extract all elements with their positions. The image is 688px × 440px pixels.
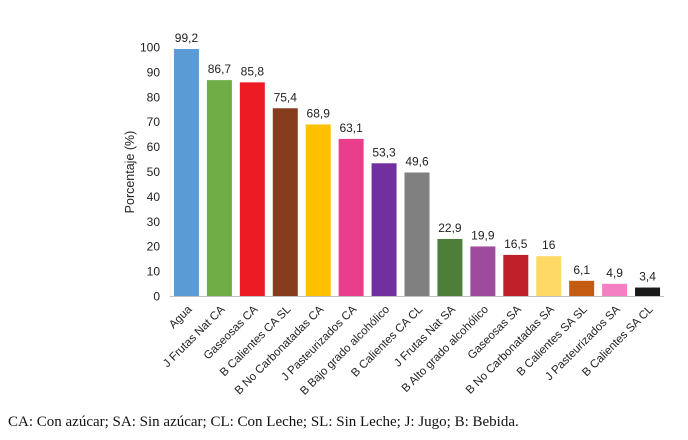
y-tick-label: 100 — [140, 41, 160, 55]
y-tick-label: 70 — [147, 115, 161, 129]
y-tick-label: 30 — [147, 215, 161, 229]
bar — [173, 48, 199, 296]
y-tick-label: 50 — [147, 165, 161, 179]
bar — [206, 80, 232, 296]
x-tick-label: Agua — [167, 303, 195, 331]
bar — [635, 287, 661, 296]
bar — [338, 138, 364, 296]
value-label: 68,9 — [307, 106, 331, 120]
value-label: 3,4 — [639, 270, 656, 284]
y-tick-label: 90 — [147, 65, 161, 79]
value-label: 22,9 — [438, 221, 462, 235]
value-labels: 99,2 86,7 85,8 75,4 68,9 63,1 53,3 49,6 22,9 19,9… — [175, 31, 656, 284]
footnote: CA: Con azúcar; SA: Sin azúcar; CL: Con … — [8, 414, 519, 430]
y-tick-label: 80 — [147, 90, 161, 104]
bar — [272, 108, 298, 296]
bar — [371, 163, 397, 296]
value-label: 86,7 — [208, 62, 232, 76]
y-tick-label: 0 — [153, 290, 160, 304]
value-label: 99,2 — [175, 31, 199, 45]
bar — [470, 246, 496, 296]
value-label: 4,9 — [606, 266, 623, 280]
bar — [305, 124, 331, 297]
value-label: 49,6 — [405, 154, 429, 168]
bars — [173, 48, 661, 297]
value-label: 16 — [542, 238, 556, 252]
y-tick-label: 20 — [147, 240, 161, 254]
bar — [239, 82, 265, 296]
value-label: 16,5 — [504, 237, 528, 251]
y-tick-label: 60 — [147, 140, 161, 154]
value-label: 85,8 — [241, 64, 265, 78]
bar — [404, 172, 430, 296]
y-axis-title: Porcentaje (%) — [123, 131, 137, 214]
value-label: 75,4 — [274, 90, 298, 104]
value-label: 53,3 — [372, 145, 396, 159]
value-label: 63,1 — [339, 121, 363, 135]
bar — [437, 238, 463, 296]
bar — [569, 280, 595, 296]
bar — [602, 283, 628, 296]
y-tick-label: 40 — [147, 190, 161, 204]
bar-chart: 0 10 20 30 40 50 60 70 80 90 100 99,2 86,7 85,8 75,4 6… — [123, 31, 664, 398]
y-tick-label: 10 — [147, 265, 161, 279]
value-label: 19,9 — [471, 228, 495, 242]
value-label: 6,1 — [573, 263, 590, 277]
bar — [536, 256, 562, 296]
bar — [503, 254, 529, 296]
y-axis: 0 10 20 30 40 50 60 70 80 90 100 — [140, 41, 664, 304]
